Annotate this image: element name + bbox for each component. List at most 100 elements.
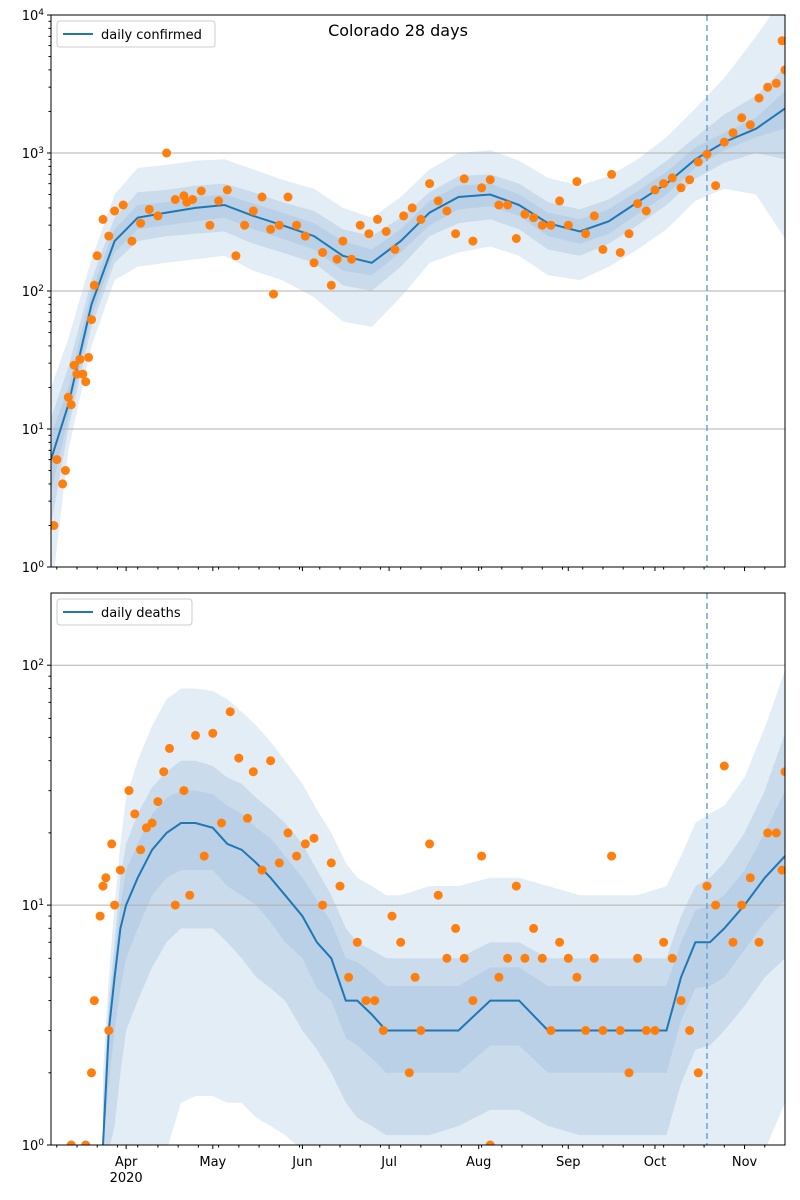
deaths-data-point bbox=[318, 900, 328, 910]
confirmed-data-point bbox=[407, 203, 417, 213]
deaths-data-point bbox=[208, 728, 218, 738]
deaths-data-point bbox=[361, 996, 371, 1006]
x-tick-label: May bbox=[199, 1155, 226, 1170]
deaths-data-point bbox=[136, 845, 146, 855]
deaths-data-point bbox=[546, 1026, 556, 1035]
confirmed-data-point bbox=[468, 236, 478, 246]
confirmed-data-point bbox=[162, 148, 172, 158]
x-tick-label: Nov bbox=[732, 1155, 758, 1170]
deaths-data-point bbox=[309, 833, 319, 843]
deaths-data-point bbox=[335, 881, 345, 891]
confirmed-data-point bbox=[153, 211, 163, 221]
deaths-legend: daily deaths bbox=[56, 598, 193, 626]
confirmed-data-point bbox=[309, 258, 319, 268]
deaths-data-point bbox=[633, 953, 643, 963]
confirmed-data-point bbox=[118, 200, 128, 210]
confirmed-data-point bbox=[754, 93, 764, 103]
deaths-data-point bbox=[89, 996, 99, 1006]
confirmed-data-point bbox=[667, 173, 677, 183]
confirmed-data-point bbox=[257, 192, 267, 202]
deaths-data-point bbox=[199, 851, 209, 861]
deaths-data-point bbox=[667, 953, 677, 963]
deaths-data-point bbox=[563, 953, 573, 963]
deaths-data-point bbox=[494, 972, 504, 982]
deaths-data-point bbox=[404, 1068, 414, 1078]
deaths-median-line bbox=[102, 822, 785, 1145]
deaths-data-point bbox=[352, 937, 362, 947]
deaths-data-point bbox=[780, 767, 785, 777]
confirmed-data-point bbox=[777, 36, 785, 46]
deaths-data-point bbox=[344, 972, 354, 982]
confirmed-data-point bbox=[685, 175, 695, 185]
deaths-data-point bbox=[537, 953, 547, 963]
deaths-data-point bbox=[598, 1026, 608, 1035]
deaths-data-point bbox=[555, 937, 565, 947]
x-tick-label: Apr bbox=[115, 1155, 138, 1170]
x-tick-sublabel: 2020 bbox=[110, 1171, 143, 1186]
deaths-data-point bbox=[676, 996, 686, 1006]
deaths-data-point bbox=[425, 839, 435, 849]
deaths-data-point bbox=[685, 1026, 695, 1035]
deaths-data-point bbox=[292, 851, 302, 861]
deaths-data-point bbox=[702, 881, 712, 891]
confirmed-data-point bbox=[563, 220, 573, 230]
deaths-data-point bbox=[468, 996, 478, 1006]
confirmed-data-point bbox=[529, 213, 539, 223]
deaths-data-point bbox=[624, 1068, 634, 1078]
confirmed-data-point bbox=[81, 377, 91, 387]
deaths-data-point bbox=[81, 1140, 91, 1145]
deaths-data-point bbox=[104, 1026, 114, 1035]
deaths-data-point bbox=[737, 900, 747, 910]
deaths-data-point bbox=[115, 865, 125, 875]
deaths-data-point bbox=[179, 786, 189, 796]
confirmed-data-point bbox=[425, 179, 435, 189]
confirmed-data-point bbox=[485, 175, 495, 185]
confirmed-data-point bbox=[248, 206, 258, 216]
deaths-data-point bbox=[581, 1026, 591, 1035]
confirmed-data-point bbox=[92, 251, 102, 261]
confirmed-data-point bbox=[300, 231, 310, 241]
deaths-legend-label: daily deaths bbox=[101, 606, 181, 621]
confirmed-data-point bbox=[763, 82, 773, 92]
deaths-data-point bbox=[185, 890, 195, 900]
confirmed-legend-box bbox=[56, 20, 216, 48]
x-tick-label: Aug bbox=[466, 1155, 491, 1170]
confirmed-data-point bbox=[381, 227, 391, 236]
confirmed-data-point bbox=[503, 200, 513, 210]
deaths-data-point bbox=[529, 923, 539, 933]
confirmed-data-point bbox=[676, 183, 686, 193]
confirmed-data-point bbox=[63, 392, 73, 402]
confirmed-data-point bbox=[338, 236, 348, 246]
deaths-data-point bbox=[378, 1026, 388, 1035]
confirmed-data-point bbox=[136, 218, 146, 228]
x-tick-label: Sep bbox=[556, 1155, 581, 1170]
confirmed-data-point bbox=[170, 195, 180, 204]
deaths-data-point bbox=[300, 839, 310, 849]
confirmed-data-point bbox=[659, 179, 669, 189]
confirmed-data-point bbox=[196, 186, 206, 196]
deaths-data-point bbox=[130, 809, 140, 819]
confirmed-data-point bbox=[511, 234, 521, 243]
deaths-data-point bbox=[248, 767, 258, 777]
deaths-data-point bbox=[95, 911, 105, 921]
confirmed-data-point bbox=[78, 369, 88, 379]
confirmed-data-point bbox=[693, 157, 703, 167]
confirmed-data-point bbox=[292, 220, 302, 230]
confirmed-data-point bbox=[477, 183, 487, 193]
confirmed-data-point bbox=[347, 254, 356, 264]
confirmed-data-point bbox=[75, 354, 85, 364]
deaths-data-point bbox=[191, 730, 200, 740]
confirmed-data-point bbox=[442, 206, 452, 216]
confirmed-data-point bbox=[332, 254, 342, 264]
deaths-data-point bbox=[107, 839, 117, 849]
deaths-data-point bbox=[728, 937, 738, 947]
deaths-data-point bbox=[503, 953, 513, 963]
confirmed-data-point bbox=[624, 229, 634, 239]
confirmed-data-point bbox=[240, 220, 250, 230]
deaths-axes-frame bbox=[50, 592, 786, 1146]
confirmed-data-point bbox=[780, 65, 785, 75]
deaths-data-point bbox=[170, 900, 180, 910]
deaths-data-point bbox=[217, 818, 226, 828]
deaths-data-point bbox=[771, 828, 781, 838]
